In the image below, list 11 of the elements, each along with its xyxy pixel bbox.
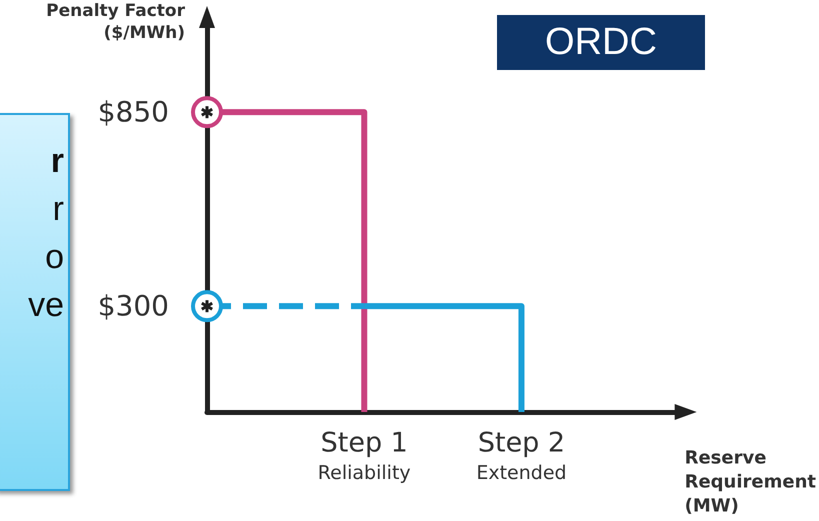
y-tick-label: $850 <box>98 96 169 129</box>
text: ve <box>27 285 65 326</box>
y-axis-title: Penalty Factor ($/MWh) <box>46 1 186 43</box>
text: r <box>52 189 65 230</box>
text: r <box>50 141 65 182</box>
x-tick-label: Step 1 Reliability <box>318 428 411 484</box>
text: o <box>44 237 65 278</box>
x-axis-title: Reserve Requirement (MW) <box>684 448 816 516</box>
chart-title: ORDC <box>497 15 705 70</box>
y-tick-label: $300 <box>98 290 169 323</box>
x-tick-label: Step 2 Extended <box>476 428 567 484</box>
